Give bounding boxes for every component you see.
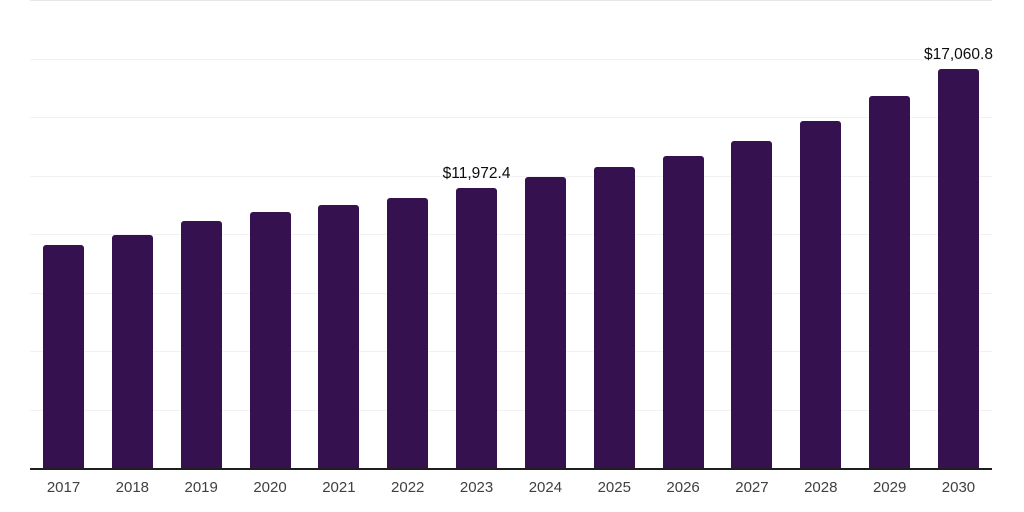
x-axis-label: 2018 [115, 479, 150, 496]
gridline [30, 117, 992, 118]
bar-value-label: $11,972.4 [442, 164, 511, 182]
bar [937, 68, 979, 468]
bar [662, 155, 704, 468]
bar-column [43, 244, 84, 468]
bar [869, 96, 911, 468]
bar [43, 244, 84, 468]
bar [180, 221, 222, 468]
bar-column [318, 204, 360, 468]
bar [318, 204, 360, 468]
bar-column [524, 176, 566, 468]
x-axis-label: 2017 [46, 479, 81, 496]
x-axis-label: 2019 [184, 479, 218, 496]
x-axis-label: 2024 [528, 479, 563, 496]
gridline [30, 0, 992, 1]
bar-value-label: $17,060.8 [923, 45, 993, 63]
bar-column [180, 221, 222, 468]
gridline [30, 351, 992, 352]
x-axis-label: 2027 [735, 479, 769, 496]
bar-column [249, 212, 291, 468]
x-axis-label: 2020 [253, 479, 287, 496]
x-axis-label: 2023 [459, 479, 494, 496]
x-axis-label: 2021 [322, 479, 356, 496]
gridline [30, 58, 992, 60]
bar [387, 197, 429, 468]
bar-column [731, 140, 773, 468]
plot-area: $11,972.4 $17,060.8 [30, 0, 993, 468]
gridline [30, 409, 992, 411]
x-axis-label: 2022 [391, 479, 425, 496]
bar-column [593, 167, 635, 468]
bars-layer: $11,972.4 $17,060.8 [30, 0, 993, 468]
gridline [30, 292, 992, 294]
bar-column [869, 96, 911, 468]
bar-column [662, 155, 704, 468]
x-axis-labels: 2017 2018 2019 2020 2021 2022 2023 2024 2025 2026… [30, 479, 992, 496]
x-axis-label: 2025 [597, 479, 631, 496]
gridline [30, 175, 992, 177]
bar-column: $17,060.8 [924, 46, 993, 468]
bar [111, 234, 153, 468]
x-axis-label: 2026 [666, 479, 700, 496]
bar-column: $11,972.4 [443, 165, 510, 468]
x-axis-line [30, 468, 992, 470]
bar-column [387, 197, 429, 468]
gridline [30, 234, 992, 235]
bar [249, 212, 291, 468]
bar [456, 187, 498, 468]
bar [731, 140, 773, 468]
x-axis-label: 2029 [872, 479, 907, 496]
bar [593, 167, 635, 468]
bar-column [111, 234, 153, 468]
x-axis-label: 2030 [941, 479, 976, 496]
bar-column [800, 120, 842, 468]
bar [524, 176, 566, 468]
x-axis-label: 2028 [804, 479, 838, 496]
bar [800, 120, 842, 468]
